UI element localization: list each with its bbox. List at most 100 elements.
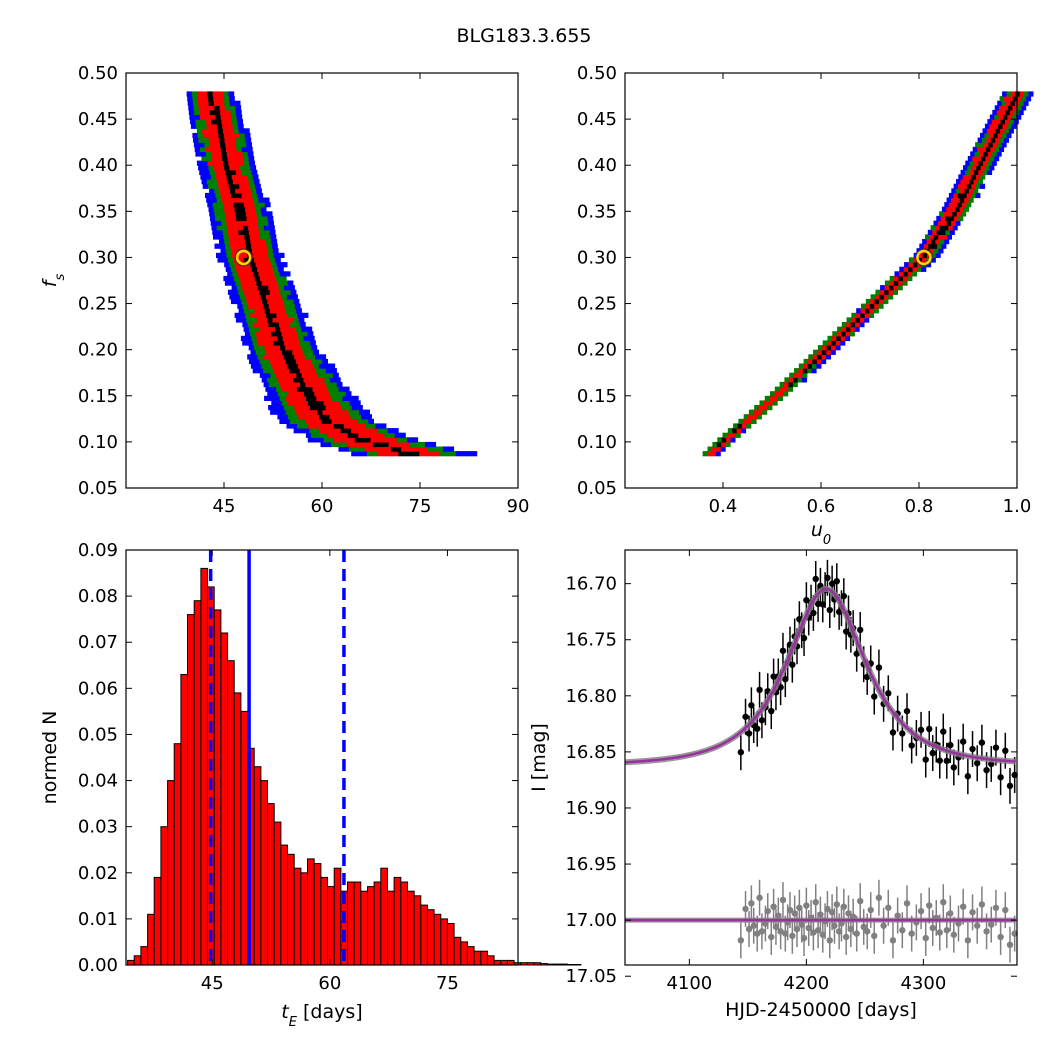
heatmap-cell (353, 432, 359, 438)
heatmap-cell (277, 391, 284, 397)
heatmap-cell (202, 96, 209, 102)
data-point (758, 717, 766, 724)
heatmap-cell (398, 441, 405, 448)
heatmap-cell (261, 335, 268, 341)
heatmap-cell (962, 174, 968, 180)
heatmap-cell (324, 391, 331, 397)
data-point (926, 725, 933, 733)
y-tick-label: 16.85 (565, 742, 617, 763)
heatmap-cell (289, 381, 296, 388)
heatmap-cell (893, 280, 899, 286)
heatmap-cell (974, 151, 980, 157)
heatmap-cell (288, 317, 294, 323)
heatmap-cell (202, 91, 209, 97)
residual-point (959, 903, 967, 910)
heatmap-cell (309, 391, 315, 397)
heatmap-cell (279, 271, 286, 277)
heatmap-cell (864, 317, 870, 323)
heatmap-cell (975, 142, 981, 148)
heatmap-cell (309, 428, 316, 434)
residual-point (871, 932, 878, 940)
heatmap-cell (1000, 119, 1006, 125)
y-tick-label: 0.45 (78, 109, 118, 130)
heatmap-cell (240, 142, 247, 148)
heatmap-cell (357, 418, 364, 424)
residual-point (908, 930, 915, 937)
heatmap-cell (260, 294, 267, 300)
heatmap-cell (276, 349, 283, 355)
heatmap-cell (198, 100, 204, 106)
heatmap-cell (226, 114, 232, 120)
heatmap-cell (280, 409, 287, 415)
heatmap-cell (226, 151, 233, 157)
heatmap-cell (254, 202, 261, 208)
histogram-bar (320, 876, 328, 966)
heatmap-cell (234, 206, 241, 212)
heatmap-cell (942, 234, 948, 240)
heatmap-cell (969, 179, 975, 185)
heatmap-cell (347, 395, 354, 401)
heatmap-cell (748, 414, 754, 420)
heatmap-cell (206, 197, 212, 203)
heatmap-cell (339, 437, 345, 443)
heatmap-cell (320, 354, 327, 360)
heatmap-cell (229, 262, 236, 268)
heatmap-cell (959, 197, 965, 203)
data-point (997, 774, 1004, 781)
heatmap-cell (404, 441, 410, 448)
heatmap-cell (317, 409, 323, 415)
heatmap-cell (802, 372, 808, 378)
heatmap-cell (997, 142, 1003, 148)
heatmap-cell (975, 174, 981, 180)
heatmap-cell (416, 446, 423, 452)
histogram-bar (207, 586, 215, 966)
residual-point (768, 933, 775, 941)
heatmap-cell (252, 192, 258, 199)
heatmap-cell (218, 234, 224, 240)
heatmap-cell (291, 423, 298, 429)
heatmap-cell (236, 114, 243, 120)
heatmap-cell (271, 294, 277, 300)
heatmap-cell (932, 229, 938, 235)
x-tick-label: 75 (436, 973, 459, 994)
histogram-bar (573, 964, 582, 966)
heatmap-cell (931, 252, 937, 258)
heatmap-cell (304, 405, 311, 411)
heatmap-cell (308, 377, 315, 383)
heatmap-cell (363, 418, 369, 424)
heatmap-cell (249, 183, 256, 189)
heatmap-cell (386, 437, 392, 443)
heatmap-cell (851, 317, 856, 323)
heatmap-cell (225, 169, 232, 175)
heatmap-cell (994, 114, 1000, 120)
heatmap-cell (261, 211, 268, 217)
y-ticks: 0.050.100.150.200.250.300.350.400.450.50 (577, 63, 1017, 499)
histogram-bar (227, 660, 235, 966)
heatmap-cell (255, 349, 262, 355)
heatmap-cell (242, 303, 249, 309)
heatmap-cell (327, 372, 334, 378)
heatmap-cell (378, 441, 384, 448)
heatmap-cell (276, 312, 283, 318)
heatmap-cell (951, 220, 957, 226)
heatmap-cell (332, 432, 338, 438)
model-curve (624, 587, 1016, 764)
heatmap-cell (230, 280, 236, 286)
heatmap-cell (215, 109, 221, 116)
residual-point (737, 937, 745, 944)
heatmap-cell (252, 220, 259, 226)
heatmap-cell (311, 395, 317, 401)
heatmap-cell (976, 156, 982, 162)
heatmap-cell (985, 156, 991, 162)
heatmap-cell (221, 252, 228, 258)
heatmap-cell (211, 123, 218, 129)
heatmap-cell (351, 405, 358, 411)
heatmap-cell (257, 354, 264, 360)
heatmap-cell (947, 211, 953, 217)
heatmap-cell (293, 298, 300, 305)
heatmap-cell (255, 262, 262, 268)
heatmap-cell (238, 308, 245, 314)
heatmap-cell (259, 229, 266, 235)
heatmap-cell (238, 156, 244, 162)
heatmap-cell (387, 428, 394, 434)
